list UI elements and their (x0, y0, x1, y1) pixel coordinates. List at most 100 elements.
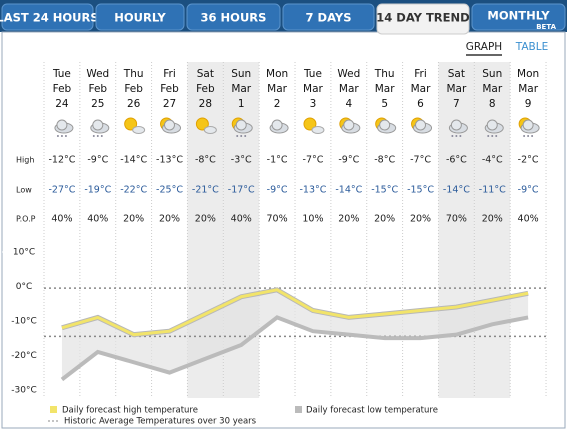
weather-icon (90, 119, 110, 137)
flake (491, 135, 494, 137)
day-weekday: Wed (86, 68, 109, 80)
day-month: Feb (124, 83, 143, 95)
high-value: -13°C (156, 155, 183, 166)
weather-icon (54, 119, 74, 137)
low-value: -25°C (156, 185, 183, 196)
day-month: Feb (196, 83, 215, 95)
y-tick-label: 0°C (16, 282, 33, 292)
day-month: Mar (267, 83, 287, 95)
tab[interactable] (95, 3, 185, 31)
high-value: -7°C (303, 155, 324, 166)
cloud (92, 119, 104, 131)
day-weekday: Thu (374, 68, 395, 80)
flake (523, 135, 526, 137)
day-weekday: Mon (266, 68, 288, 80)
tab[interactable] (282, 3, 375, 31)
day-month: Mar (303, 83, 323, 95)
weather-icon (484, 119, 504, 137)
low-value: -27°C (48, 185, 75, 196)
tab[interactable] (376, 3, 470, 35)
tab[interactable] (186, 3, 281, 31)
sun (124, 117, 138, 131)
weather-icon (448, 119, 468, 137)
pop-value: 70% (267, 214, 288, 225)
pop-value: 20% (410, 214, 431, 225)
pop-value: 10% (302, 214, 323, 225)
weather-icon (160, 117, 182, 134)
high-value: -4°C (482, 155, 503, 166)
table-toggle[interactable]: TABLE (515, 41, 548, 53)
high-value: -8°C (195, 155, 216, 166)
legend-swatch (50, 406, 57, 413)
day-month: Mar (375, 83, 395, 95)
pop-value: 20% (123, 214, 144, 225)
high-value: -9°C (87, 155, 108, 166)
flake (96, 135, 99, 137)
flake (527, 135, 530, 137)
tab[interactable] (1, 3, 94, 31)
day-day: 6 (417, 98, 424, 110)
weather-icon (339, 117, 361, 134)
day-weekday: Thu (123, 68, 144, 80)
day-month: Feb (53, 83, 72, 95)
tab-label: 14 DAY TREND (376, 11, 469, 25)
high-value: -1°C (267, 155, 288, 166)
cloud (379, 119, 391, 131)
day-weekday: Tue (303, 68, 322, 80)
tab[interactable] (471, 3, 566, 31)
low-value: -13°C (299, 185, 326, 196)
flake (56, 135, 59, 137)
tab-label: MONTHLY (487, 9, 550, 23)
low-value: -14°C (443, 185, 470, 196)
day-day: 26 (127, 98, 141, 110)
weather-icon (124, 117, 146, 134)
day-month: Feb (160, 83, 179, 95)
weather-icon (303, 117, 325, 134)
y-tick-label: -10°C (11, 316, 36, 326)
high-value: -7°C (410, 155, 431, 166)
weather-icon (195, 117, 217, 134)
cloud (271, 119, 283, 131)
weekend-shade (474, 62, 511, 398)
y-tick-label: -20°C (11, 351, 36, 361)
day-month: Mar (231, 83, 251, 95)
flake (531, 135, 534, 137)
day-day: 2 (274, 98, 281, 110)
pop-value: 20% (195, 214, 216, 225)
graph-toggle[interactable]: GRAPH (466, 41, 502, 53)
flake (495, 135, 498, 137)
tab-label: 36 HOURS (201, 11, 267, 25)
high-line (61, 288, 529, 337)
cloud (311, 126, 325, 134)
flake (240, 135, 243, 137)
day-weekday: Mon (517, 68, 539, 80)
low-value: -9°C (267, 185, 288, 196)
high-value: -14°C (120, 155, 147, 166)
tab-label: HOURLY (114, 11, 166, 25)
pop-value: 20% (374, 214, 395, 225)
day-weekday: Sun (482, 68, 502, 80)
day-day: 7 (453, 98, 460, 110)
cloud (164, 119, 176, 131)
tab-label: 7 DAYS (306, 11, 352, 25)
flake (244, 135, 247, 137)
pop-value: 20% (482, 214, 503, 225)
day-month: Feb (88, 83, 107, 95)
row-label: High (16, 156, 34, 165)
low-value: -15°C (371, 185, 398, 196)
high-value: -12°C (48, 155, 75, 166)
legend-swatch (295, 406, 302, 413)
cloud (486, 119, 498, 131)
high-value: -9°C (338, 155, 359, 166)
day-weekday: Fri (163, 68, 176, 80)
low-value: -14°C (335, 185, 362, 196)
flake (455, 135, 458, 137)
weather-icon (231, 117, 253, 137)
y-tick-label: -30°C (11, 385, 36, 395)
row-label: Low (16, 186, 32, 195)
day-month: Mar (411, 83, 431, 95)
day-weekday: Sun (231, 68, 251, 80)
day-day: 5 (381, 98, 388, 110)
day-weekday: Sat (448, 68, 465, 80)
